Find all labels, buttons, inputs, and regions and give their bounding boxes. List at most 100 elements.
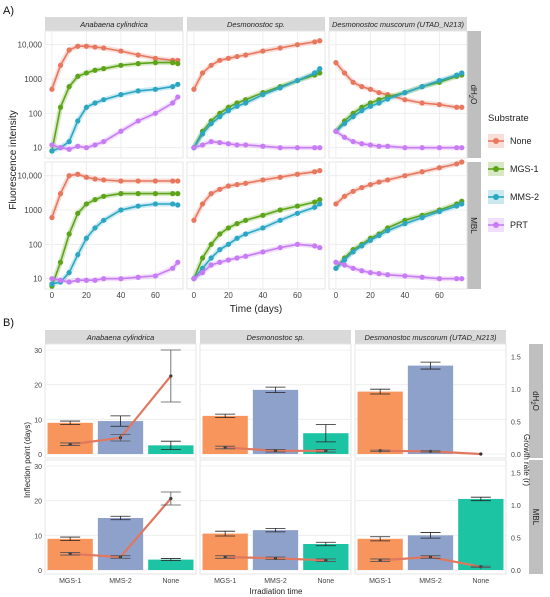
strip-label-column: Desmonostoc muscorum (UTAD_N213) — [365, 333, 497, 342]
data-point — [260, 212, 266, 218]
data-point — [175, 178, 181, 184]
data-point — [419, 84, 425, 90]
data-point — [317, 201, 323, 207]
facet-b — [354, 459, 507, 575]
y-tick-label: 10 — [34, 533, 42, 540]
bar-error-bar — [370, 536, 391, 542]
data-point — [294, 203, 300, 209]
bar-error-bar — [315, 424, 336, 443]
y-axis-title-right: Growth rate (r) — [522, 434, 531, 486]
data-point — [152, 191, 158, 197]
data-point — [225, 55, 231, 61]
data-point — [49, 148, 55, 154]
bar-error-bar — [420, 361, 441, 370]
data-point — [101, 139, 107, 145]
bar — [202, 533, 248, 570]
data-point — [66, 146, 72, 152]
data-point — [83, 43, 89, 49]
data-point — [359, 268, 365, 274]
data-point — [92, 277, 98, 283]
data-point — [454, 104, 460, 110]
data-point — [92, 197, 98, 203]
x-tick-label: 40 — [116, 291, 125, 300]
strip-label-column: Desmonostoc muscorum (UTAD_N213) — [332, 20, 464, 29]
data-point — [92, 67, 98, 73]
data-point — [49, 86, 55, 92]
facet-a — [328, 159, 468, 290]
data-point — [385, 143, 391, 149]
series-line — [193, 198, 321, 280]
data-point — [260, 92, 266, 98]
data-point — [57, 259, 64, 265]
data-point — [234, 221, 240, 227]
data-point — [260, 143, 266, 149]
data-point — [75, 118, 81, 124]
bar-error-bar — [315, 541, 336, 547]
data-point — [152, 55, 158, 61]
data-point — [341, 70, 348, 76]
data-point — [341, 257, 348, 263]
data-point — [199, 142, 206, 148]
data-point — [376, 232, 382, 239]
data-point — [225, 108, 231, 114]
data-point — [170, 60, 176, 66]
data-point — [243, 217, 249, 223]
data-point — [277, 85, 283, 91]
data-point — [350, 265, 356, 271]
strip-label-row: dH2O — [467, 85, 478, 105]
data-point — [75, 252, 81, 258]
x-axis-title: Time (days) — [230, 304, 282, 315]
data-point — [436, 208, 442, 215]
data-point — [312, 39, 318, 45]
data-point — [317, 168, 323, 174]
data-point — [341, 121, 348, 127]
strip-label-row: MBL — [531, 509, 540, 526]
x-tick-label: MGS-1 — [59, 578, 81, 585]
data-point — [385, 228, 391, 234]
data-point — [260, 48, 266, 54]
y-tick-label: 10 — [34, 417, 42, 424]
y-tick-label: 20 — [34, 383, 42, 390]
data-point — [436, 101, 442, 108]
y-tick-label: 1000 — [24, 206, 42, 215]
data-point — [243, 52, 249, 58]
data-point — [135, 61, 141, 67]
bar-error-bar — [160, 440, 181, 450]
data-point — [217, 259, 223, 265]
data-point — [135, 118, 141, 124]
data-point — [118, 128, 124, 134]
bar-error-bar — [215, 413, 236, 419]
data-point — [459, 104, 465, 110]
data-point — [225, 257, 231, 263]
growth-rate-point — [479, 452, 483, 456]
data-point — [66, 84, 72, 90]
data-point — [199, 270, 206, 276]
data-point — [341, 262, 348, 268]
data-point — [376, 179, 382, 185]
x-tick-label: None — [472, 578, 489, 585]
data-point — [243, 253, 249, 259]
data-point — [75, 210, 81, 216]
data-point — [49, 281, 55, 287]
y-axis-title: Fluorescence intensity — [8, 110, 19, 210]
x-tick-label: 20 — [82, 291, 91, 300]
bar — [303, 433, 349, 454]
legend-key-point — [493, 166, 499, 172]
data-point — [312, 70, 318, 76]
data-point — [217, 186, 223, 192]
data-point — [243, 231, 249, 237]
data-point — [170, 84, 176, 90]
data-point — [243, 100, 249, 106]
bar — [458, 498, 504, 570]
bar-error-bar — [215, 530, 236, 537]
data-point — [402, 221, 408, 227]
data-point — [118, 92, 124, 98]
facet-a — [328, 30, 468, 159]
data-point — [419, 100, 425, 106]
data-point — [208, 262, 214, 268]
data-point — [367, 270, 373, 276]
data-point — [75, 277, 81, 283]
data-point — [175, 81, 181, 87]
x-tick-label: MMS-2 — [109, 578, 132, 585]
data-point — [217, 140, 223, 146]
